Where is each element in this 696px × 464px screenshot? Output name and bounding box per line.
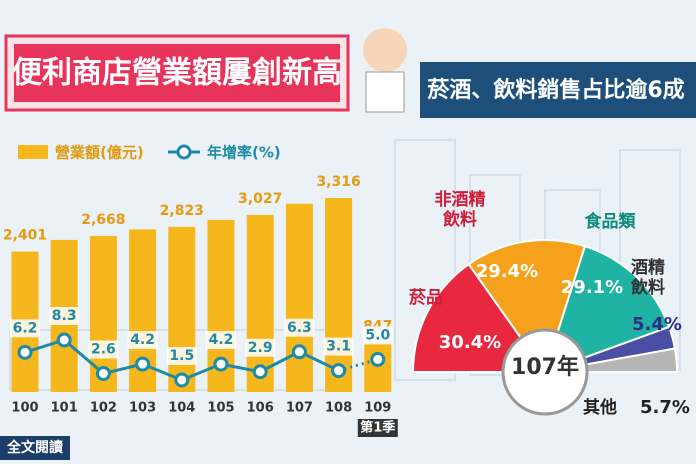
x-tick-label: 103 (129, 401, 156, 416)
x-tick-label: 101 (51, 401, 78, 416)
x-tick-label: 109 (364, 401, 391, 416)
growth-line (63, 338, 105, 375)
bar-value-label: 2,401 (3, 228, 47, 244)
pie-value-label: 30.4% (439, 332, 501, 353)
center-circle (501, 328, 589, 416)
x-tick-label: 102 (90, 401, 117, 416)
growth-value-label: 4.2 (130, 332, 155, 348)
pie-value-label: 29.1% (561, 277, 623, 298)
growth-marker (56, 332, 72, 348)
growth-marker (135, 356, 151, 372)
pie-slice (467, 239, 587, 375)
growth-label-box (49, 307, 80, 325)
person-icon (363, 28, 407, 72)
pie-category-label: 食品類 (584, 212, 636, 232)
bar (246, 214, 274, 392)
person-icon (365, 71, 405, 113)
growth-marker (95, 366, 111, 382)
growth-label-box (362, 326, 393, 345)
bar-value-label: 3,027 (238, 191, 282, 207)
subtitle: 菸酒、飲料銷售占比逾6成 (427, 77, 684, 103)
pie-value-label: 5.4% (632, 314, 682, 335)
growth-value-label: 8.3 (52, 308, 77, 324)
growth-value-label: 4.2 (209, 332, 234, 348)
title: 便利商店營業額屢創新高 (12, 56, 342, 91)
read-button[interactable] (0, 436, 70, 460)
x-tick-label: 108 (325, 401, 352, 416)
note-box (357, 419, 398, 437)
growth-marker (291, 344, 307, 360)
center-label: 107年 (511, 354, 579, 380)
subtitle-box (420, 62, 696, 118)
growth-value-label: 6.2 (13, 320, 38, 336)
growth-label-box (245, 338, 276, 357)
pie-value-label: 29.4% (476, 261, 538, 282)
x-tick-note: 第1季 (360, 420, 395, 436)
growth-marker (174, 372, 190, 388)
read-button-label[interactable]: 全文閱讀 (6, 439, 63, 456)
growth-label-box (88, 340, 119, 359)
growth-marker (252, 364, 268, 380)
bar (325, 198, 353, 392)
growth-marker (370, 351, 386, 367)
bar (364, 342, 392, 392)
title-box (14, 44, 340, 102)
growth-value-label: 2.9 (248, 340, 273, 356)
growth-label-box (323, 337, 354, 356)
bar-value-label: 2,668 (81, 212, 125, 228)
growth-label-box (284, 318, 315, 337)
legend-label: 營業額(億元) (55, 144, 144, 162)
legend-marker (176, 144, 192, 160)
growth-marker (17, 344, 33, 360)
x-tick-label: 100 (11, 401, 38, 416)
growth-value-label: 3.1 (326, 339, 351, 355)
legend-label: 年增率(%) (207, 144, 281, 162)
pie-category-label: 菸品 (409, 288, 443, 308)
growth-value-label: 1.5 (169, 348, 194, 364)
bar-value-label: 2,823 (160, 203, 204, 219)
legend-swatch (18, 145, 48, 159)
growth-label-box (10, 319, 40, 338)
x-tick-label: 107 (286, 401, 313, 416)
bar-value-label: 3,316 (316, 174, 360, 190)
bar (168, 226, 196, 392)
growth-value-label: 2.6 (91, 342, 116, 358)
x-tick-label: 105 (207, 401, 234, 416)
growth-marker (331, 363, 347, 379)
pie-category-label: 非酒精飲料 (434, 190, 486, 230)
bar (285, 203, 313, 392)
growth-label-box (166, 346, 197, 365)
growth-value-label: 6.3 (287, 320, 312, 336)
growth-value-label: 5.0 (365, 327, 390, 343)
x-tick-label: 104 (168, 401, 195, 416)
growth-marker (213, 356, 229, 372)
pie-category-label: 酒精飲料 (631, 258, 665, 298)
pie-slice (543, 244, 671, 374)
pie-category-label: 其他 (583, 398, 617, 418)
growth-label-box (206, 331, 236, 350)
pie-value-label: 5.7% (640, 397, 690, 418)
x-tick-label: 106 (247, 401, 274, 416)
growth-label-box (127, 331, 158, 350)
